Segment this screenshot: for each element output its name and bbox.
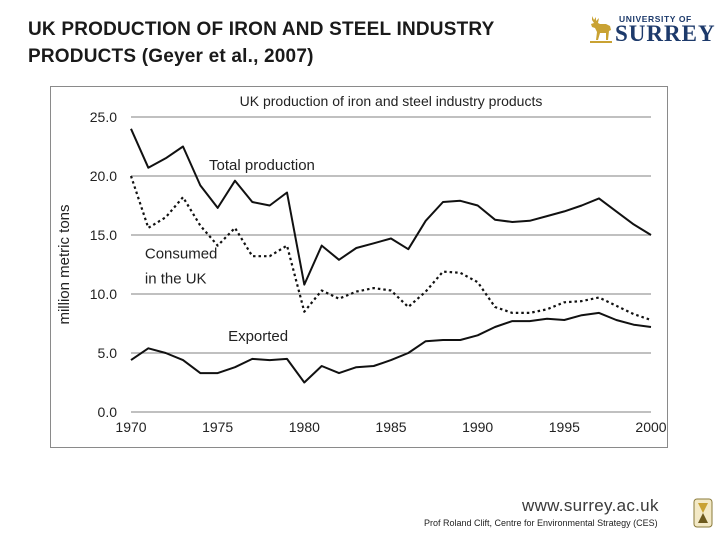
hourglass-logo-icon <box>692 498 714 528</box>
series-annotation: in the UK <box>145 270 207 287</box>
y-tick-label: 20.0 <box>90 168 117 184</box>
series-line-3 <box>130 311 652 384</box>
y-tick-label: 0.0 <box>98 404 118 420</box>
series-annotation: Exported <box>228 328 288 345</box>
logo-surrey: SURREY <box>615 21 716 46</box>
series-annotation: Total production <box>209 157 315 174</box>
line-chart: 0.0 5.0 10.0 15.0 20.0 25.0 1970 1975 1980 1985 19… <box>56 93 667 435</box>
y-tick-label: 5.0 <box>98 345 118 361</box>
y-tick-label: 15.0 <box>90 227 117 243</box>
x-tick-label: 1990 <box>462 419 493 435</box>
logo-university-of: UNIVERSITY OF <box>619 14 692 24</box>
series-annotation: Consumed <box>145 246 218 263</box>
website-url[interactable]: www.surrey.ac.uk <box>522 496 659 515</box>
x-tick-label: 1970 <box>115 419 146 435</box>
x-tick-label: 1995 <box>549 419 580 435</box>
credit-line: Prof Roland Clift, Centre for Environmen… <box>424 518 658 528</box>
series-line-2 <box>129 175 652 322</box>
university-stag-logo-icon <box>586 14 614 44</box>
x-tick-label: 1985 <box>375 419 406 435</box>
chart-title: UK production of iron and steel industry… <box>240 93 543 109</box>
x-tick-label: 1975 <box>202 419 233 435</box>
y-tick-label: 25.0 <box>90 109 117 125</box>
slide-title: UK PRODUCTION OF IRON AND STEEL INDUSTRY… <box>28 19 495 67</box>
y-axis-label: million metric tons <box>56 204 73 324</box>
series-line-1 <box>130 128 652 286</box>
x-tick-label: 2000 <box>635 419 666 435</box>
chart-figure: 0.0 5.0 10.0 15.0 20.0 25.0 1970 1975 1980 1985 19… <box>50 86 668 448</box>
y-tick-label: 10.0 <box>90 286 117 302</box>
x-tick-label: 1980 <box>289 419 320 435</box>
